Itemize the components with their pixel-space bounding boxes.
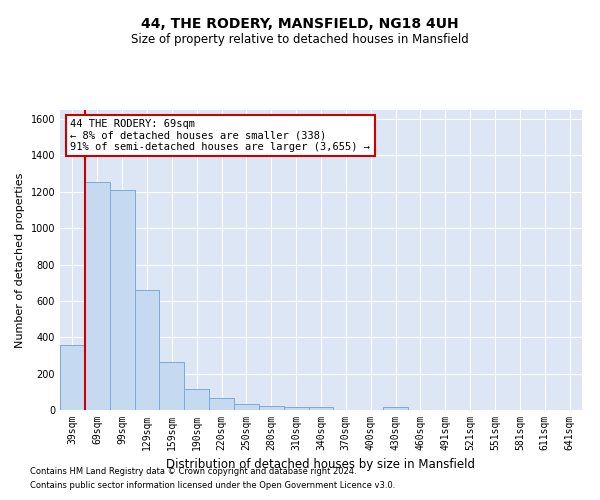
Y-axis label: Number of detached properties: Number of detached properties [15,172,25,348]
Bar [383,408,408,410]
Text: Contains HM Land Registry data © Crown copyright and database right 2024.: Contains HM Land Registry data © Crown c… [30,467,356,476]
Bar [160,362,184,410]
Bar [184,389,209,410]
Text: Contains public sector information licensed under the Open Government Licence v3: Contains public sector information licen… [30,481,395,490]
X-axis label: Distribution of detached houses by size in Mansfield: Distribution of detached houses by size … [167,458,476,471]
Bar [259,406,284,410]
Text: Size of property relative to detached houses in Mansfield: Size of property relative to detached ho… [131,32,469,46]
Text: 44, THE RODERY, MANSFIELD, NG18 4UH: 44, THE RODERY, MANSFIELD, NG18 4UH [141,18,459,32]
Bar [308,408,334,410]
Bar [134,290,160,410]
Bar [234,404,259,410]
Bar [209,398,234,410]
Bar [85,182,110,410]
Bar [110,190,134,410]
Bar [284,408,308,410]
Bar [60,344,85,410]
Text: 44 THE RODERY: 69sqm
← 8% of detached houses are smaller (338)
91% of semi-detac: 44 THE RODERY: 69sqm ← 8% of detached ho… [70,119,370,152]
